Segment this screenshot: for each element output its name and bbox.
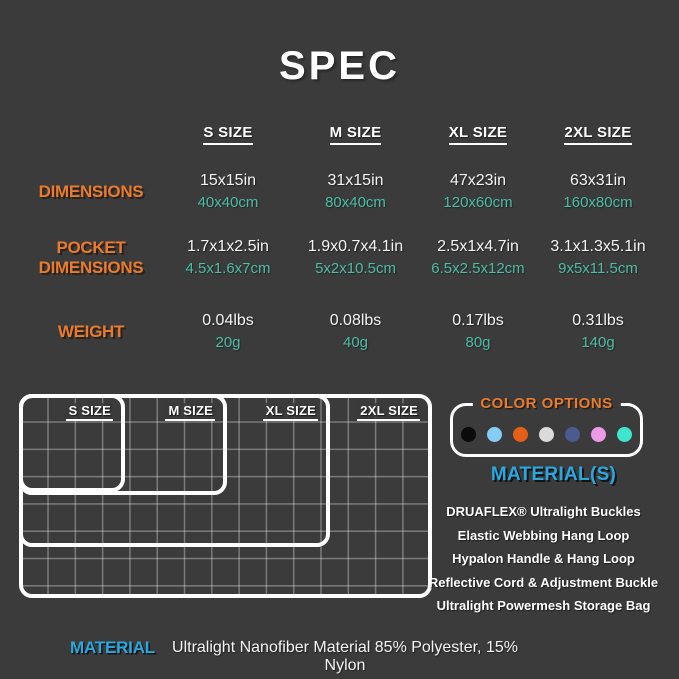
material-list-item: Reflective Cord & Adjustment Buckle — [428, 574, 659, 590]
spec-header-spacer — [20, 124, 162, 145]
color-swatch-pink — [591, 427, 606, 442]
spec-row-weight: WEIGHT 0.04lbs 20g 0.08lbs 40g 0.17lbs 8… — [20, 310, 665, 353]
spec-row-dimensions: DIMENSIONS 15x15in 40x40cm 31x15in 80x40… — [20, 170, 665, 213]
color-options-title: COLOR OPTIONS — [472, 395, 621, 412]
spec-cell: 0.08lbs 40g — [329, 312, 382, 351]
material-list-item: Hypalon Handle & Hang Loop — [452, 551, 635, 566]
spec-table-header-row: S SIZE M SIZE XL SIZE 2XL SIZE — [20, 124, 665, 145]
row-label-weight: WEIGHT — [57, 321, 125, 341]
color-options-box: COLOR OPTIONS — [450, 395, 643, 457]
color-swatch-orange — [513, 427, 528, 442]
size-rect-s: S SIZE — [19, 394, 125, 492]
row-label-dimensions: DIMENSIONS — [38, 181, 144, 201]
color-swatch-light-gray — [539, 427, 554, 442]
col-header-s-size: S SIZE — [203, 124, 253, 145]
spec-cell: 63x31in 160x80cm — [563, 172, 633, 211]
color-swatch-navy-blue — [565, 427, 580, 442]
size-comparison-diagram: 2XL SIZE XL SIZE M SIZE S SIZE — [19, 394, 432, 598]
spec-cell: 3.1x1.3x5.1in 9x5x11.5cm — [550, 238, 646, 277]
spec-cell: 1.9x0.7x4.1in 5x2x10.5cm — [307, 238, 404, 277]
spec-cell: 0.04lbs 20g — [202, 312, 254, 351]
material-list-item: Ultralight Powermesh Storage Bag — [436, 598, 651, 613]
row-label-pocket-dimensions: POCKET DIMENSIONS — [38, 237, 144, 277]
material-list-item: DRUAFLEX® Ultralight Buckles — [446, 504, 641, 519]
spec-cell: 0.31lbs 140g — [572, 312, 624, 351]
material-row-value: Ultralight Nanofiber Material 85% Polyes… — [172, 639, 518, 674]
color-swatch-black — [461, 427, 476, 442]
size-rect-label-xl: XL SIZE — [262, 403, 318, 421]
col-header-2xl-size: 2XL SIZE — [564, 124, 632, 145]
spec-row-pocket-dimensions: POCKET DIMENSIONS 1.7x1x2.5in 4.5x1.6x7c… — [20, 236, 665, 279]
size-rect-label-2xl: 2XL SIZE — [357, 403, 420, 421]
materials-title: MATERIAL(S) — [490, 464, 617, 485]
material-row-label: MATERIAL — [70, 638, 155, 657]
col-header-m-size: M SIZE — [329, 124, 382, 145]
page-title: SPEC — [279, 44, 400, 88]
spec-cell: 15x15in 40x40cm — [197, 172, 259, 211]
color-swatch-row — [453, 427, 640, 442]
material-list-item: Elastic Webbing Hang Loop — [457, 527, 630, 543]
materials-list: DRUAFLEX® Ultralight Buckles Elastic Web… — [408, 500, 679, 618]
spec-cell: 1.7x1x2.5in 4.5x1.6x7cm — [185, 238, 271, 277]
size-rect-label-s: S SIZE — [65, 403, 113, 421]
size-rect-label-m: M SIZE — [165, 403, 215, 421]
color-swatch-turquoise — [617, 427, 632, 442]
spec-cell: 2.5x1x4.7in 6.5x2.5x12cm — [431, 238, 525, 277]
spec-cell: 0.17lbs 80g — [452, 312, 504, 351]
color-swatch-sky-blue — [487, 427, 502, 442]
spec-cell: 31x15in 80x40cm — [325, 172, 386, 211]
col-header-xl-size: XL SIZE — [448, 124, 508, 145]
spec-cell: 47x23in 120x60cm — [443, 172, 513, 211]
